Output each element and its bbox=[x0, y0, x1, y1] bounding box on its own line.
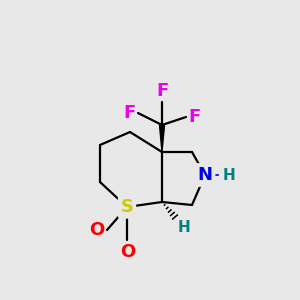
Text: N: N bbox=[197, 166, 212, 184]
Polygon shape bbox=[160, 125, 164, 152]
Text: O: O bbox=[89, 221, 104, 239]
Text: H: H bbox=[178, 220, 191, 235]
Text: F: F bbox=[188, 108, 200, 126]
Text: N: N bbox=[197, 166, 212, 184]
Text: O: O bbox=[120, 243, 136, 261]
Text: S: S bbox=[121, 198, 134, 216]
Text: F: F bbox=[124, 104, 136, 122]
Text: F: F bbox=[156, 82, 168, 100]
Text: H: H bbox=[223, 167, 236, 182]
